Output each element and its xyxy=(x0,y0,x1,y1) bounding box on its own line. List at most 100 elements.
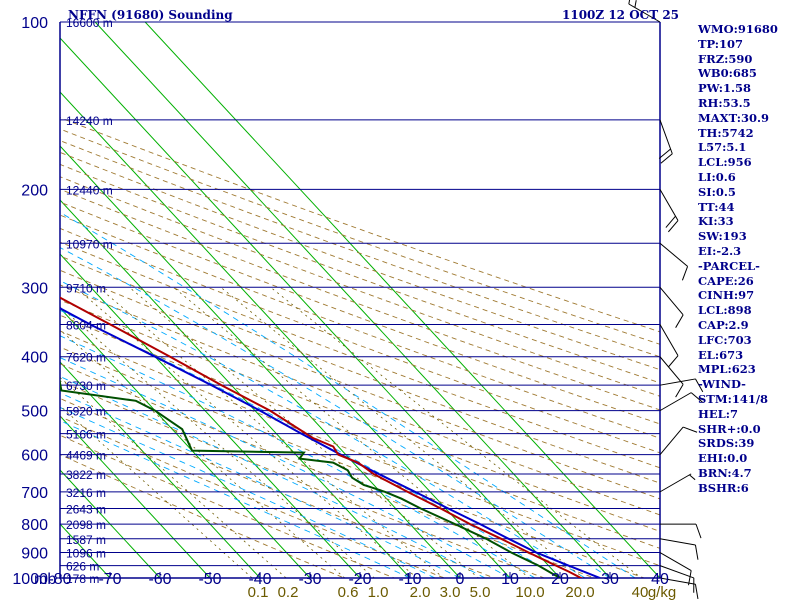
sounding-index: LI:0.6 xyxy=(698,169,736,184)
wind-barb-shaft xyxy=(659,324,679,356)
dry-adiabat-line xyxy=(60,434,396,578)
height-label: 178 m xyxy=(66,572,99,586)
sounding-index: WB0:685 xyxy=(698,66,757,81)
wind-barb-flag xyxy=(690,392,703,403)
pressure-tick-label: 300 xyxy=(21,280,48,297)
moist-adiabat-line xyxy=(60,247,611,578)
sounding-index: SHR+:0.0 xyxy=(698,421,761,436)
sounding-index: FRZ:590 xyxy=(698,51,753,66)
isotherm-line xyxy=(60,307,311,578)
dry-adiabat-line xyxy=(60,128,660,345)
temperature-tick-label: -70 xyxy=(98,571,121,588)
wind-barb-shaft xyxy=(659,565,694,579)
sounding-title: NFFN (91680) Sounding xyxy=(68,8,233,22)
wind-barb xyxy=(660,523,702,539)
sounding-index: LCL:956 xyxy=(698,155,752,170)
wind-barb-flag xyxy=(695,523,702,539)
mixing-ratio-label: 40 xyxy=(632,584,649,600)
mixing-ratio-line xyxy=(60,329,346,578)
wind-barb-shaft xyxy=(659,242,688,267)
sounding-index: LCL:898 xyxy=(698,303,752,318)
wind-barb xyxy=(659,392,703,412)
mixing-ratio-label: 5.0 xyxy=(470,584,491,600)
sounding-index: CAPE:26 xyxy=(698,273,754,288)
pressure-tick-label: 200 xyxy=(21,182,48,199)
wind-barb xyxy=(659,286,684,328)
pressure-tick-label: 600 xyxy=(21,448,48,465)
wind-barb-shaft xyxy=(628,3,661,23)
sounding-index: SRDS:39 xyxy=(698,436,755,451)
wind-barb xyxy=(658,119,673,164)
height-label: 2098 m xyxy=(66,518,106,532)
mixing-ratio-line xyxy=(60,405,253,578)
temperature-tick-label: -40 xyxy=(248,571,271,588)
height-label: 3216 m xyxy=(66,486,106,500)
wind-barb-flag xyxy=(667,220,679,233)
pressure-tick-label: 700 xyxy=(21,485,48,502)
height-label: 4469 m xyxy=(66,449,106,463)
wind-barb-flag xyxy=(688,570,692,586)
wind-barb-shaft xyxy=(659,378,696,386)
dry-adiabat-line xyxy=(60,227,660,454)
height-label: 6730 m xyxy=(66,379,106,393)
temperature-tick-label: -80 xyxy=(48,571,71,588)
mixing-ratio-label: 20.0 xyxy=(565,584,594,600)
temperature-trace xyxy=(60,296,584,578)
wind-barb xyxy=(659,378,704,393)
mixing-ratio-label: 3.0 xyxy=(440,584,461,600)
moist-adiabat-line xyxy=(60,280,586,578)
wind-barb-flag xyxy=(665,215,676,228)
wind-barb xyxy=(659,242,689,281)
height-label: 5166 m xyxy=(66,428,106,442)
isotherm-lines xyxy=(60,22,660,578)
sounding-index: MAXT:30.9 xyxy=(698,110,769,125)
temperature-tick-label: 30 xyxy=(601,571,619,588)
isotherm-line xyxy=(60,415,211,578)
pressure-tick-label: 1000 xyxy=(12,571,48,588)
wind-barb-flag xyxy=(628,0,631,5)
dry-adiabat-line xyxy=(60,380,546,578)
sounding-index: HEL:7 xyxy=(698,406,738,421)
temperature-tick-label: 0 xyxy=(456,571,465,588)
pressure-grid xyxy=(59,21,661,579)
wind-barb-shaft xyxy=(659,538,696,546)
height-label: 10970 m xyxy=(66,237,113,251)
wind-barb xyxy=(628,0,661,23)
wind-barb xyxy=(659,538,699,560)
dry-adiabat-line xyxy=(60,284,660,516)
mixing-ratio-label: 10.0 xyxy=(515,584,544,600)
pressure-tick-label: 900 xyxy=(21,546,48,563)
temperature-tick-label: -10 xyxy=(398,571,421,588)
height-label: 8604 m xyxy=(66,319,106,333)
isotherm-line xyxy=(60,91,511,578)
isotherm-line xyxy=(60,199,411,578)
sounding-index: EHI:0.0 xyxy=(698,451,748,466)
wind-barb xyxy=(659,324,679,368)
isotherm-line xyxy=(144,22,660,578)
wind-barb-shaft xyxy=(659,392,692,412)
moist-adiabat-line xyxy=(60,406,436,578)
stability-indices-panel: WMO:91680 TP:107 FRZ:590 WB0:685 PW:1.58 RH:5… xyxy=(698,22,778,496)
mixing-ratio-label: 0.6 xyxy=(338,584,359,600)
dry-adiabat-line xyxy=(60,188,660,411)
sounding-index: PW:1.58 xyxy=(698,81,752,96)
sounding-index: L57:5.1 xyxy=(698,140,747,155)
sounding-index: -PARCEL- xyxy=(698,258,760,273)
pressure-tick-label: 800 xyxy=(21,517,48,534)
dry-adiabat-line xyxy=(60,117,660,333)
height-label: 1587 m xyxy=(66,533,106,547)
sounding-index: RH:53.5 xyxy=(698,95,751,110)
wind-barb-shaft xyxy=(659,473,692,493)
wind-barb xyxy=(659,565,695,593)
wind-barb xyxy=(659,577,699,599)
dry-adiabat-line xyxy=(60,330,660,567)
sounding-index: BSHR:6 xyxy=(698,480,749,495)
height-label: 2643 m xyxy=(66,503,106,517)
height-label: 14240 m xyxy=(66,114,113,128)
dry-adiabat-line xyxy=(60,314,660,549)
wind-barb-shaft xyxy=(659,119,673,154)
wind-barb-flag xyxy=(675,314,684,328)
dry-adiabat-line xyxy=(60,346,646,578)
temperature-tick-label: 40 xyxy=(651,571,669,588)
sounding-index: WMO:91680 xyxy=(698,22,778,36)
